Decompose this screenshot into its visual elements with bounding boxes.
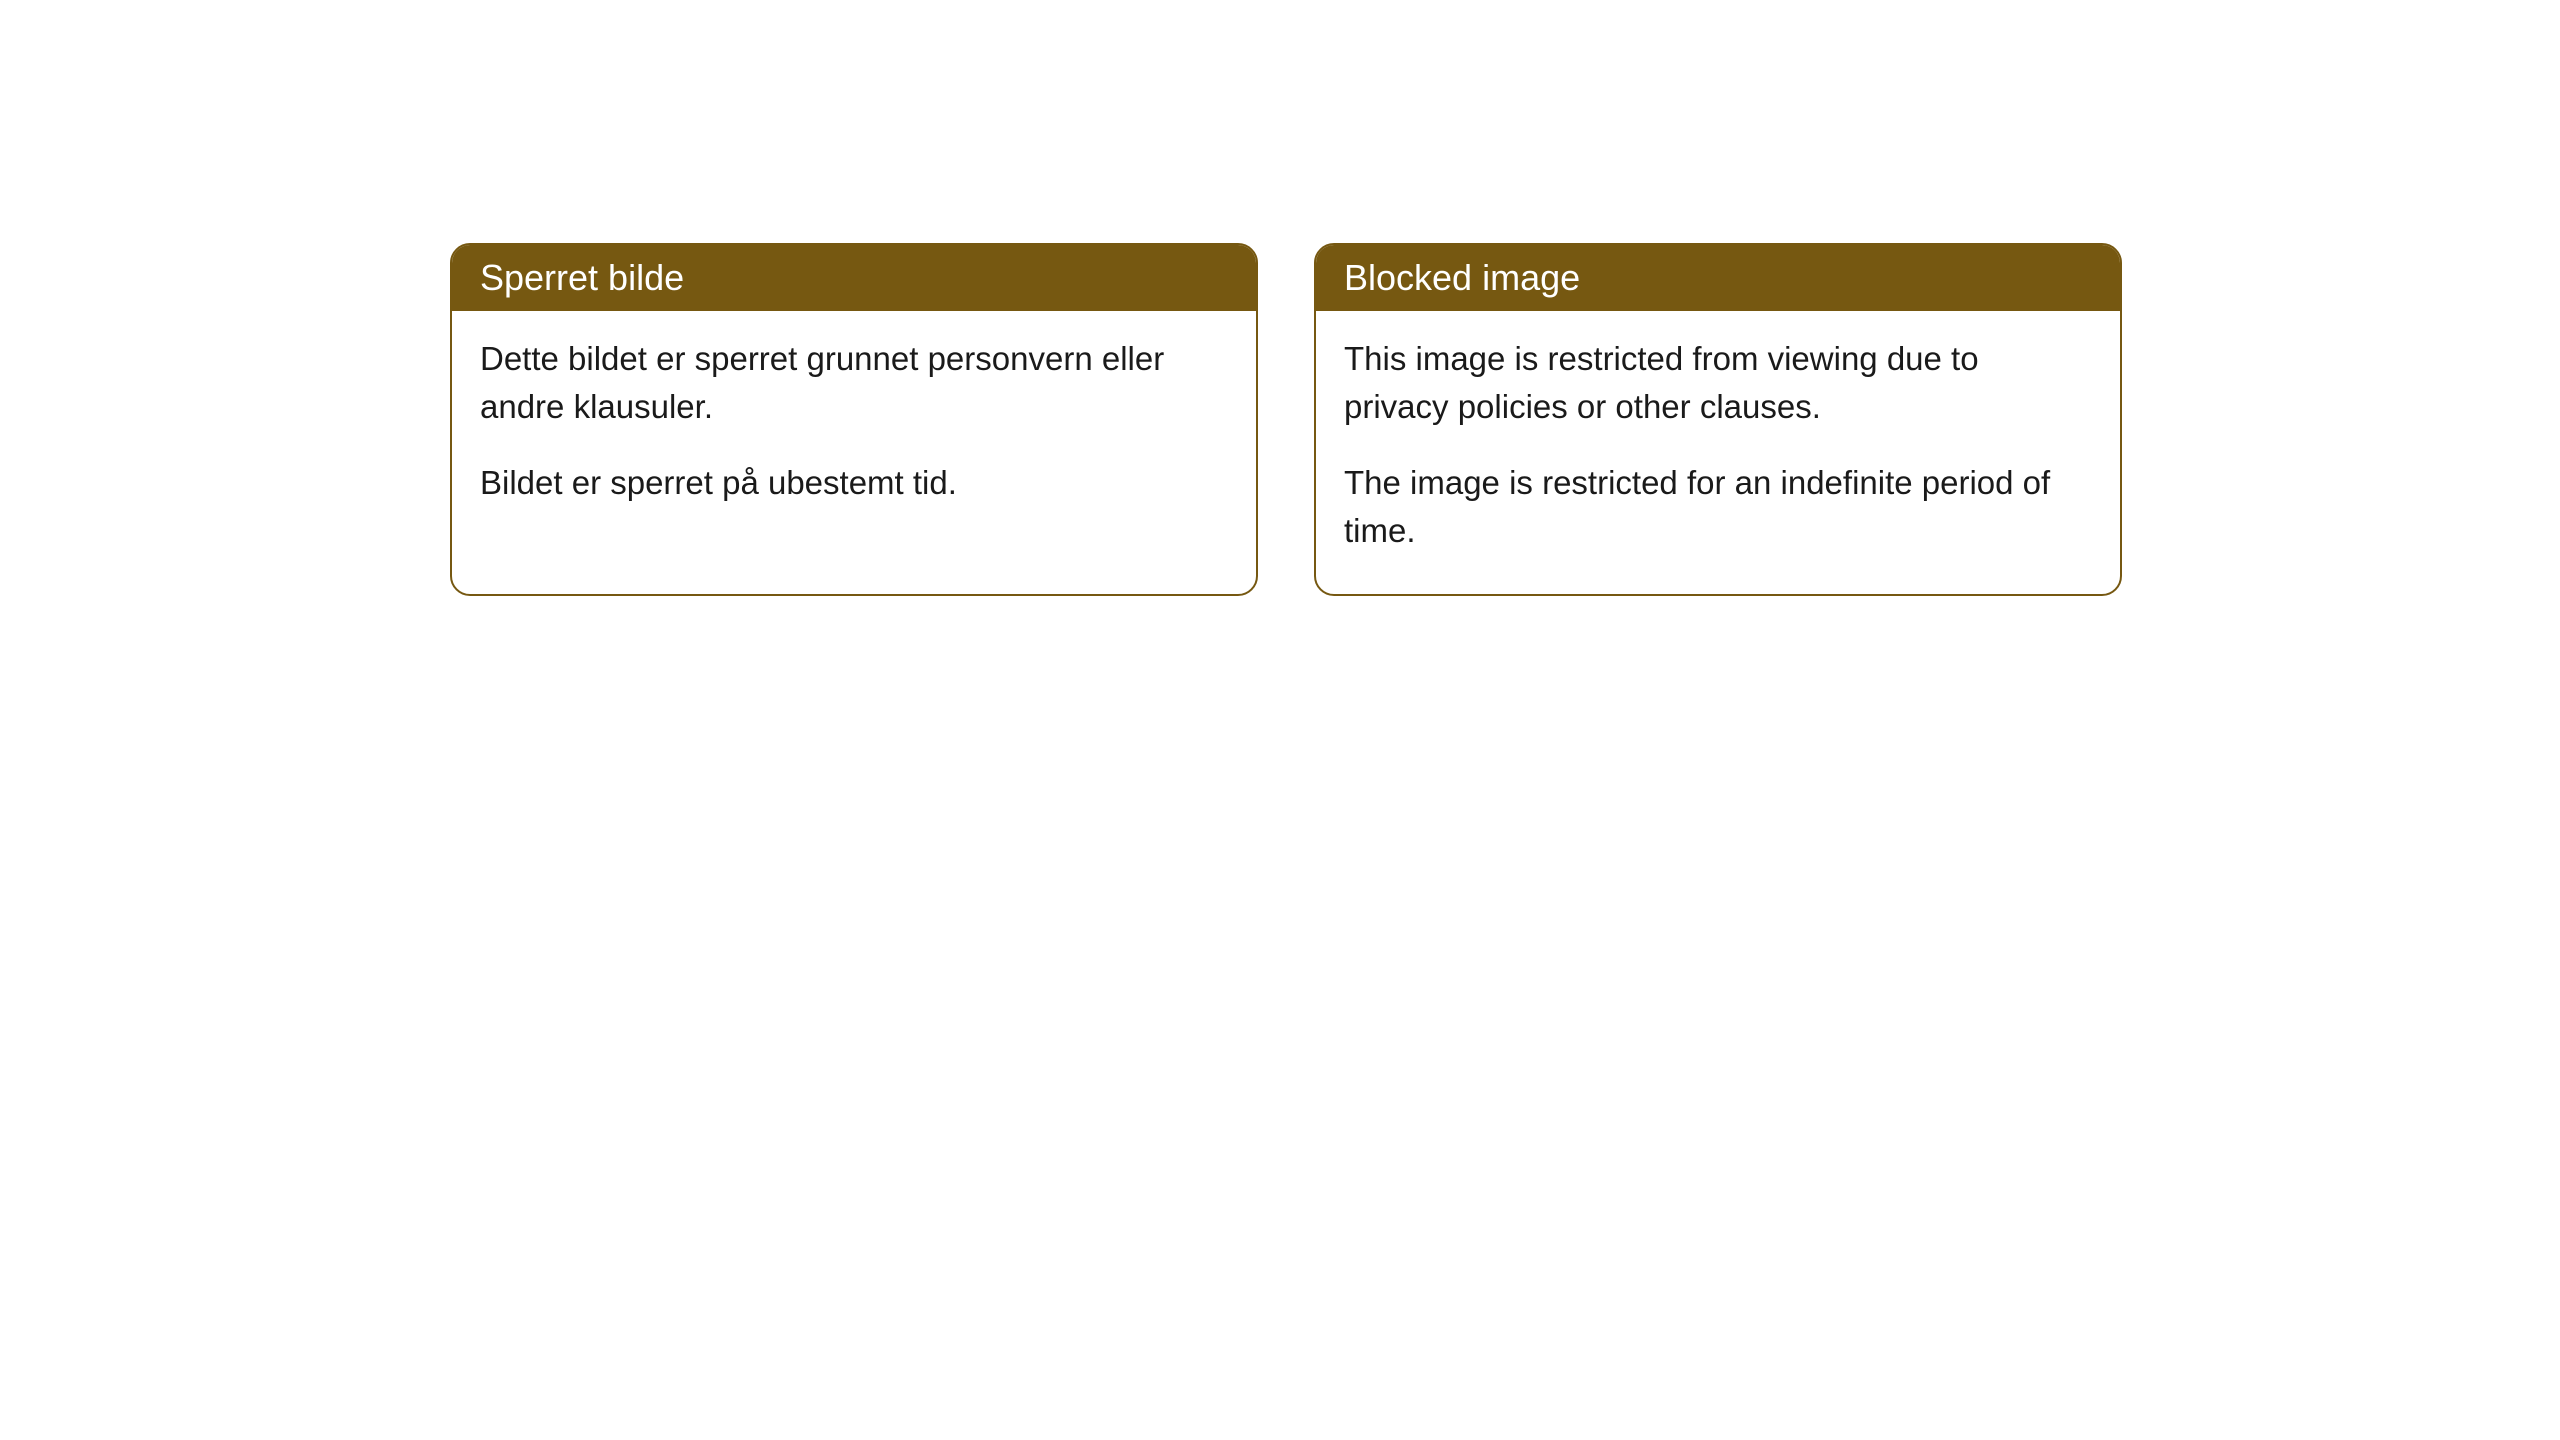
card-title: Blocked image xyxy=(1316,245,2120,311)
card-paragraph: Dette bildet er sperret grunnet personve… xyxy=(480,335,1228,431)
card-paragraph: Bildet er sperret på ubestemt tid. xyxy=(480,459,1228,507)
card-body: This image is restricted from viewing du… xyxy=(1316,311,2120,594)
card-paragraph: The image is restricted for an indefinit… xyxy=(1344,459,2092,555)
card-body: Dette bildet er sperret grunnet personve… xyxy=(452,311,1256,547)
notice-cards-container: Sperret bilde Dette bildet er sperret gr… xyxy=(450,243,2122,596)
card-paragraph: This image is restricted from viewing du… xyxy=(1344,335,2092,431)
notice-card-norwegian: Sperret bilde Dette bildet er sperret gr… xyxy=(450,243,1258,596)
card-title: Sperret bilde xyxy=(452,245,1256,311)
notice-card-english: Blocked image This image is restricted f… xyxy=(1314,243,2122,596)
